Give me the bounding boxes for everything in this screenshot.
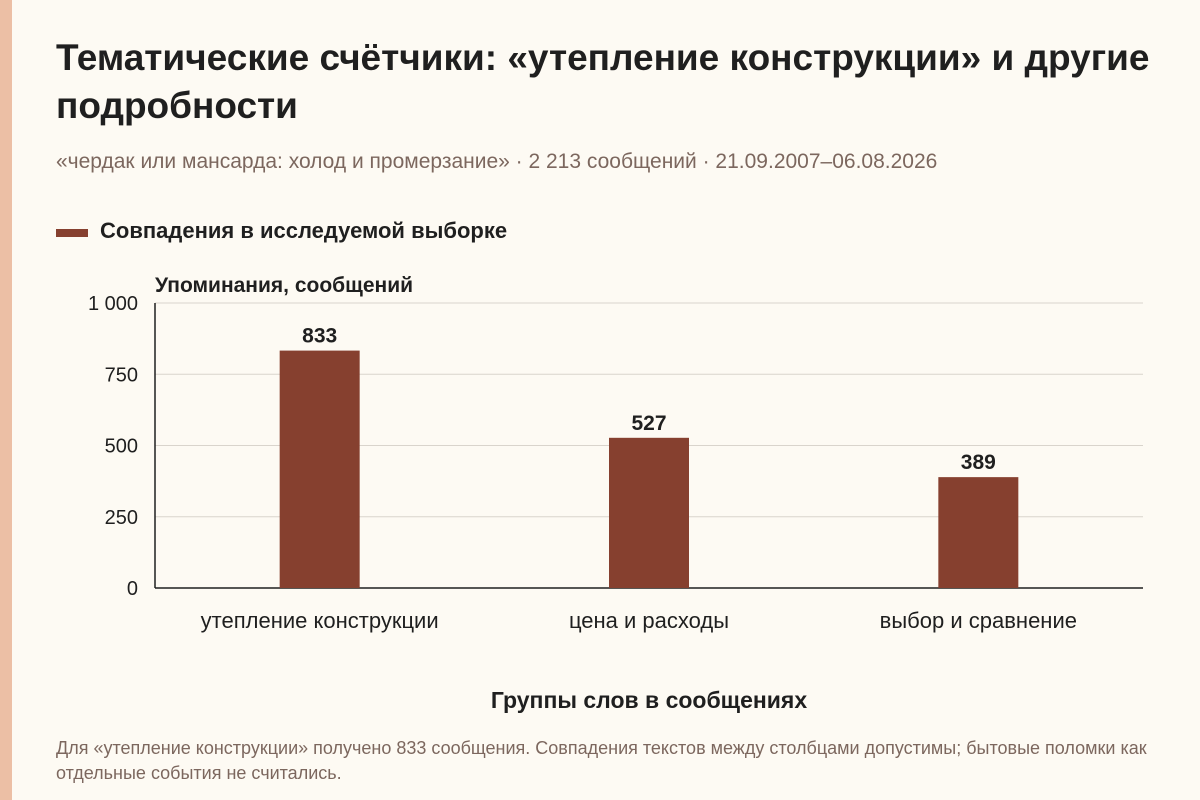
bars [279, 350, 1019, 588]
y-axis-ticks: 0 250 500 750 1 000 [88, 293, 138, 600]
legend: Совпадения в исследуемой выборке [56, 218, 507, 244]
chart-title: Тематические счётчики: «утепление констр… [56, 37, 1150, 126]
y-tick-label: 500 [105, 436, 138, 458]
x-category-label: выбор и сравнение [880, 608, 1077, 633]
x-axis-categories: утепление конструкции цена и расходы выбор… [201, 608, 1077, 633]
bar-value-label: 389 [961, 451, 996, 474]
accent-strip [0, 0, 12, 800]
y-tick-label: 1 000 [88, 293, 138, 315]
bar [609, 437, 689, 588]
footnote: Для «утепление конструкции» получено 833… [56, 738, 1147, 783]
bar-value-label: 527 [631, 412, 666, 435]
y-tick-label: 0 [127, 578, 138, 600]
value-labels: 833 527 389 [302, 325, 996, 475]
y-tick-label: 250 [105, 507, 138, 529]
y-tick-label: 750 [105, 364, 138, 386]
y-axis-title: Упоминания, сообщений [155, 274, 413, 297]
legend-label: Совпадения в исследуемой выборке [100, 218, 508, 243]
bar [938, 477, 1019, 588]
bar-value-label: 833 [302, 325, 337, 348]
x-category-label: утепление конструкции [201, 608, 439, 633]
legend-swatch [56, 229, 88, 237]
x-axis-title: Группы слов в сообщениях [491, 687, 807, 713]
bar [279, 350, 360, 588]
x-category-label: цена и расходы [569, 608, 729, 633]
chart-subtitle: «чердак или мансарда: холод и промерзани… [56, 150, 938, 173]
